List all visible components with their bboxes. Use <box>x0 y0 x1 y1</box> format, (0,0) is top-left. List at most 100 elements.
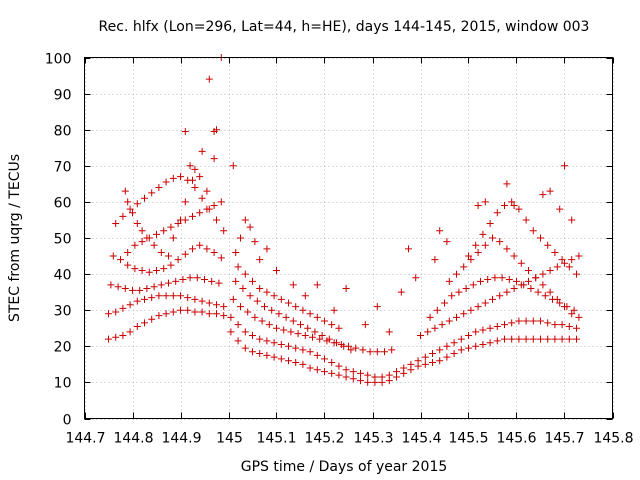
data-point <box>124 261 132 269</box>
data-point <box>472 328 480 336</box>
data-point <box>565 322 573 330</box>
data-point <box>479 230 487 238</box>
data-point <box>299 360 307 368</box>
data-point <box>181 250 189 258</box>
data-point <box>558 335 566 343</box>
data-point <box>277 355 285 363</box>
data-point <box>109 252 117 260</box>
data-point <box>294 330 302 338</box>
data-point <box>203 187 211 195</box>
data-point <box>301 292 309 300</box>
data-point <box>397 288 405 296</box>
data-point <box>366 348 374 356</box>
y-tick-label: 70 <box>54 160 72 176</box>
data-point <box>121 285 129 293</box>
data-point <box>167 223 175 231</box>
data-point <box>445 277 453 285</box>
x-tick-labels: 144.7 144.8 144.9 145 145.1 145.2 145.3 145.4 14… <box>65 431 633 447</box>
data-point <box>510 252 518 260</box>
data-point <box>215 279 223 287</box>
data-point <box>150 241 158 249</box>
x-tick-label: 145.1 <box>256 431 296 447</box>
data-point <box>481 198 489 206</box>
data-point <box>217 198 225 206</box>
data-point <box>546 187 554 195</box>
data-point <box>517 259 525 267</box>
data-point <box>445 317 453 325</box>
data-point <box>534 288 542 296</box>
ticks-layer <box>84 57 614 420</box>
data-point <box>184 306 192 314</box>
data-point <box>191 165 199 173</box>
data-point <box>565 335 573 343</box>
data-point <box>510 202 518 210</box>
data-point <box>472 342 480 350</box>
data-point <box>124 248 132 256</box>
data-point <box>241 344 249 352</box>
data-point <box>177 173 184 181</box>
data-point <box>280 326 288 334</box>
data-point <box>414 357 422 365</box>
data-point <box>467 306 475 314</box>
data-point <box>311 328 319 336</box>
data-point <box>304 324 312 332</box>
data-point <box>438 321 446 329</box>
data-point <box>148 294 156 302</box>
data-point <box>169 308 177 316</box>
data-point <box>210 128 218 136</box>
data-point <box>169 234 177 242</box>
data-point <box>556 205 564 213</box>
y-tick-label: 100 <box>45 52 72 68</box>
data-point <box>400 364 408 372</box>
y-tick-label: 20 <box>54 340 72 356</box>
data-point <box>153 230 160 238</box>
data-point <box>546 288 554 296</box>
data-point <box>388 346 396 354</box>
x-tick-label: 145.8 <box>593 431 633 447</box>
data-point <box>537 234 544 242</box>
data-point <box>148 315 156 323</box>
data-point <box>328 369 336 377</box>
data-point <box>496 292 504 300</box>
data-point <box>426 313 434 321</box>
data-point <box>249 348 256 356</box>
data-point <box>436 346 444 354</box>
data-point <box>364 371 372 379</box>
data-point <box>573 335 580 343</box>
data-point <box>529 227 537 235</box>
data-point <box>227 313 235 321</box>
data-point <box>503 245 511 253</box>
data-point <box>217 254 225 262</box>
data-point <box>551 248 559 256</box>
data-point <box>143 285 151 293</box>
data-point <box>474 248 482 256</box>
data-point <box>133 322 141 330</box>
data-point <box>277 295 285 303</box>
data-point <box>335 324 343 332</box>
data-point <box>486 324 494 332</box>
data-point <box>525 266 532 274</box>
data-point <box>510 285 518 293</box>
data-point <box>205 75 213 83</box>
data-point <box>167 261 175 269</box>
data-point <box>342 285 350 293</box>
data-point <box>297 321 304 329</box>
data-point <box>505 276 513 284</box>
data-point <box>573 270 580 278</box>
data-point <box>489 234 496 242</box>
data-point <box>258 317 266 325</box>
data-point <box>234 321 242 329</box>
data-point <box>313 281 321 289</box>
data-point <box>119 304 127 312</box>
data-point <box>431 256 439 264</box>
data-point <box>309 333 316 341</box>
data-point <box>210 155 218 163</box>
x-tick-label: 145.7 <box>544 431 584 447</box>
data-point <box>515 205 523 213</box>
data-point <box>527 285 535 293</box>
data-point <box>306 310 314 318</box>
data-point <box>469 281 477 289</box>
data-point <box>349 368 357 376</box>
data-point <box>570 306 578 314</box>
data-point <box>177 306 184 314</box>
